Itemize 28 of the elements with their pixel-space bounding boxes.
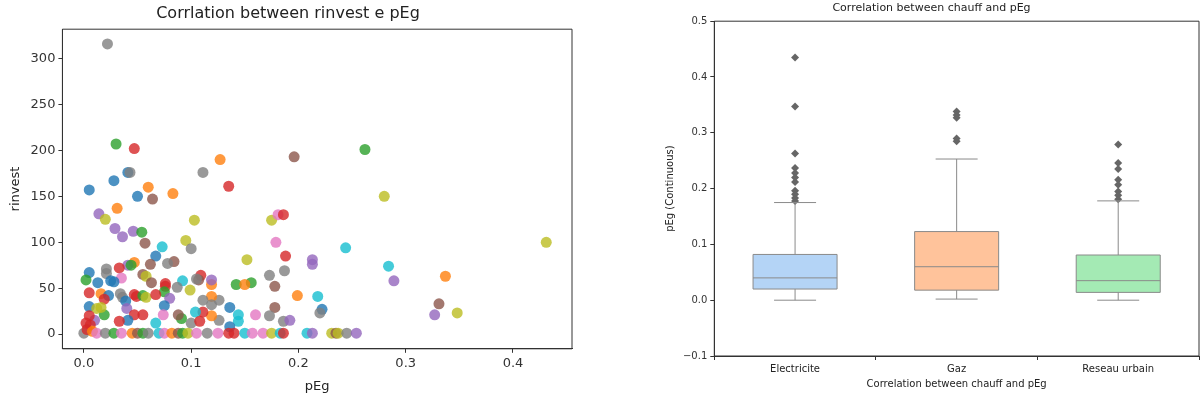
chart-title: Correlation between chauff and pEg xyxy=(832,1,1031,15)
x-tick-label: Electricite xyxy=(770,362,821,374)
y-tick-label: −0.1 xyxy=(682,349,708,361)
x-tick-label: 0.2 xyxy=(288,354,309,370)
y-tick-label: 250 xyxy=(30,95,56,111)
y-tick-label: 100 xyxy=(30,233,56,249)
x-axis-title: pEg xyxy=(304,377,330,393)
x-tick-label: Reseau urbain xyxy=(1082,362,1155,374)
chart-title: Corrlation between rinvest e pEg xyxy=(156,2,420,22)
y-tick-label: 0 xyxy=(47,325,56,341)
x-tick-label: 0.1 xyxy=(180,354,202,370)
y-tick-label: 0.4 xyxy=(691,70,708,82)
y-tick-label: 0.1 xyxy=(691,237,708,249)
y-tick-label: 0.5 xyxy=(691,14,708,26)
y-axis-title: pEg (Continuous) xyxy=(663,145,675,232)
x-tick-label: 0.0 xyxy=(73,354,95,370)
y-tick-label: 200 xyxy=(30,141,56,157)
x-tick-label: Gaz xyxy=(947,362,967,374)
x-axis-title: Correlation between chauff and pEg xyxy=(866,377,1047,389)
y-tick-label: 0.2 xyxy=(691,182,708,194)
y-axis-title: rinvest xyxy=(7,166,23,212)
y-tick-label: 300 xyxy=(30,49,56,65)
y-tick-label: 50 xyxy=(38,279,56,295)
y-tick-label: 150 xyxy=(30,187,56,203)
y-tick-label: 0.0 xyxy=(691,293,708,305)
y-tick-label: 0.3 xyxy=(691,126,708,138)
x-tick-label: 0.3 xyxy=(395,354,417,370)
x-tick-label: 0.4 xyxy=(502,354,524,370)
